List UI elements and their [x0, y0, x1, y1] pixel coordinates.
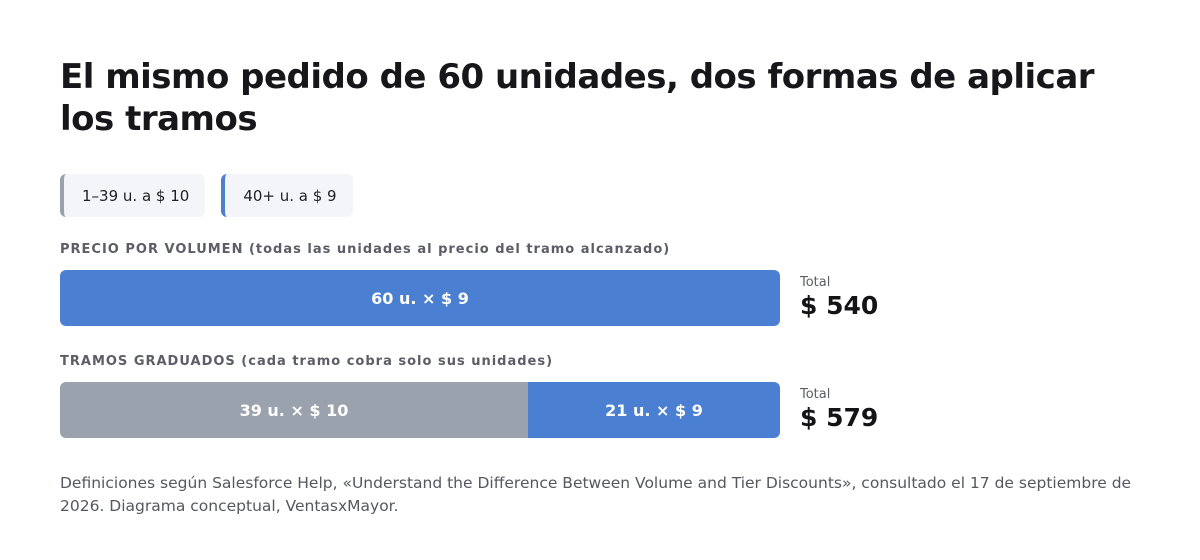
graduated-bar: 39 u. × $ 10 21 u. × $ 9 [60, 382, 780, 438]
legend-item-tier-1: 1–39 u. a $ 10 [60, 174, 206, 217]
legend-item-tier-2: 40+ u. a $ 9 [221, 174, 353, 217]
graduated-row: 39 u. × $ 10 21 u. × $ 9 Total $ 579 [60, 382, 1140, 438]
volume-segment: 60 u. × $ 9 [60, 270, 780, 326]
graduated-total: Total $ 579 [800, 387, 878, 433]
volume-bar: 60 u. × $ 9 [60, 270, 780, 326]
legend: 1–39 u. a $ 10 40+ u. a $ 9 [60, 174, 1140, 217]
volume-total-label: Total [800, 275, 831, 290]
volume-heading: PRECIO POR VOLUMEN (todas las unidades a… [60, 242, 671, 257]
graduated-segment-tier-2: 21 u. × $ 9 [528, 382, 780, 438]
graduated-segment-tier-1: 39 u. × $ 10 [60, 382, 528, 438]
volume-total: Total $ 540 [800, 275, 878, 321]
graduated-total-label: Total [800, 387, 831, 402]
volume-total-value: $ 540 [800, 291, 879, 320]
graduated-heading: TRAMOS GRADUADOS (cada tramo cobra solo … [60, 354, 554, 369]
source-note: Definiciones según Salesforce Help, «Und… [60, 474, 1132, 515]
page-title: El mismo pedido de 60 unidades, dos form… [60, 57, 1095, 139]
volume-row: 60 u. × $ 9 Total $ 540 [60, 270, 1140, 326]
graduated-total-value: $ 579 [800, 403, 879, 432]
diagram: El mismo pedido de 60 unidades, dos form… [60, 56, 1140, 518]
